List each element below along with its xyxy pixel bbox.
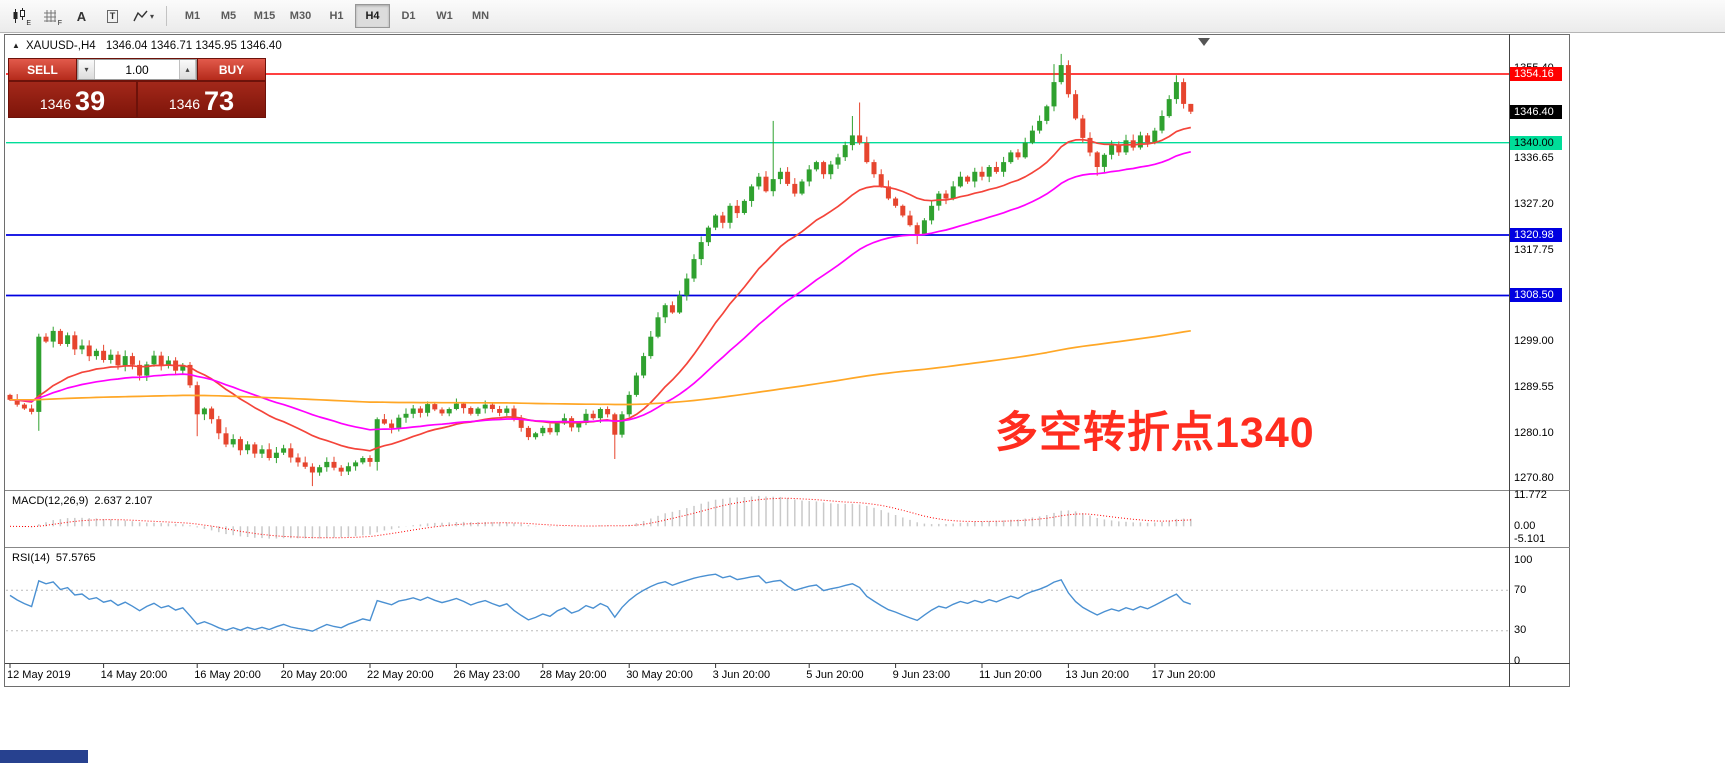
taskbar-fragment[interactable] (0, 750, 88, 763)
line-studies-button[interactable]: ▾ (129, 3, 158, 29)
grid-glyph-icon (44, 9, 56, 22)
buy-price-main: 1346 (168, 96, 201, 112)
buy-price-display[interactable]: 1346 73 (138, 82, 265, 117)
sell-button[interactable]: SELL (9, 59, 76, 80)
rsi-value: 57.5765 (55, 552, 96, 564)
text-label-tool-button[interactable]: T (98, 3, 127, 29)
sell-price-main: 1346 (39, 96, 72, 112)
timeframe-button-h1[interactable]: H1 (329, 10, 344, 22)
timeframe-button-mn[interactable]: MN (471, 10, 490, 22)
icon-sub-label: E (26, 20, 31, 27)
symbol-timeframe-label: XAUUSD-,H4 (26, 40, 96, 52)
icon-sub-label: F (57, 20, 62, 27)
timeframe-button-m30[interactable]: M30 (289, 10, 312, 22)
chart-text-annotation: 多空转折点1340 (995, 409, 1315, 457)
macd-label: MACD(12,26,9) 2.637 2.107 (12, 495, 153, 507)
pane-separator-macd[interactable] (5, 488, 1570, 493)
timeframe-button-m15[interactable]: M15 (253, 10, 276, 22)
chevron-down-icon: ▾ (149, 11, 154, 21)
volume-dropdown-icon[interactable]: ▾ (78, 60, 95, 79)
rsi-name: RSI(14) (12, 552, 50, 564)
toolbar-separator (166, 6, 167, 26)
grid-icon[interactable]: F (36, 3, 65, 29)
one-click-trading-panel: SELL ▾ 1.00 ▴ BUY 1346 39 1346 73 (8, 58, 266, 118)
timeframe-button-group: M1 M5 M15 M30 H1 H4 D1 W1 MN (175, 4, 498, 28)
buy-price-pips: 73 (204, 86, 235, 116)
timeframe-button-w1[interactable]: W1 (436, 10, 453, 22)
chart-header: XAUUSD-,H4 1346.04 1346.71 1345.95 1346.… (26, 40, 282, 52)
candlestick-icon (13, 8, 25, 23)
timeframe-button-d1[interactable]: D1 (401, 10, 416, 22)
ohlc-values: 1346.04 1346.71 1345.95 1346.40 (105, 40, 282, 52)
buy-button[interactable]: BUY (198, 59, 265, 80)
macd-name: MACD(12,26,9) (12, 495, 89, 507)
timeframe-button-h4[interactable]: H4 (355, 4, 390, 28)
text-tool-icon: A (76, 8, 87, 24)
polyline-icon (133, 10, 148, 22)
sell-price-pips: 39 (75, 86, 106, 116)
trade-panel-prices: 1346 39 1346 73 (9, 82, 265, 117)
rsi-label: RSI(14) 57.5765 (12, 552, 96, 564)
macd-values: 2.637 2.107 (94, 495, 153, 507)
toolbar: E F A T ▾ M1 M5 M15 M30 H1 H4 D1 W1 MN (0, 0, 1725, 33)
text-tool-button[interactable]: A (67, 3, 96, 29)
chart-type-candlestick-icon[interactable]: E (5, 3, 34, 29)
trade-panel-controls: SELL ▾ 1.00 ▴ BUY (9, 59, 265, 80)
pane-separator-rsi[interactable] (5, 545, 1570, 550)
timeframe-button-m1[interactable]: M1 (184, 10, 201, 22)
text-label-icon: T (106, 9, 119, 23)
volume-increase-icon[interactable]: ▴ (179, 60, 196, 79)
volume-control: ▾ 1.00 ▴ (77, 59, 197, 80)
timeframe-button-m5[interactable]: M5 (220, 10, 237, 22)
volume-input[interactable]: 1.00 (125, 62, 149, 77)
sell-price-display[interactable]: 1346 39 (9, 82, 136, 117)
one-click-toggle-icon[interactable]: ▲ (12, 41, 20, 50)
